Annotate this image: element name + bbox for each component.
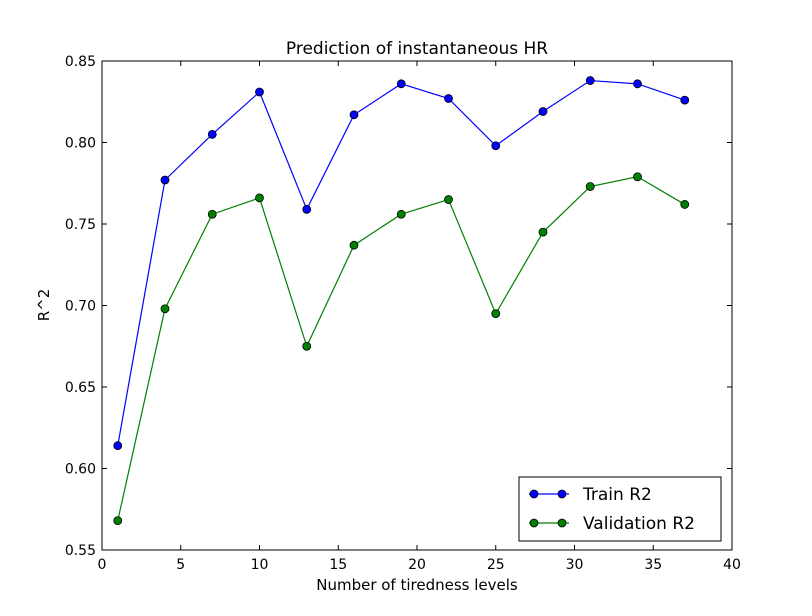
series-2-point-4 bbox=[255, 193, 264, 203]
series-1-point-3 bbox=[207, 129, 217, 139]
series-2-point-10 bbox=[538, 227, 548, 237]
series-2-point-13 bbox=[680, 200, 690, 209]
chart-title: Prediction of instantaneous HR bbox=[286, 39, 548, 59]
y-tick-label: 0.55 bbox=[65, 543, 96, 559]
legend-label-1: Train R2 bbox=[582, 485, 652, 505]
series-1-point-4 bbox=[255, 87, 264, 97]
x-tick-label: 15 bbox=[329, 557, 347, 573]
legend-marker-2 bbox=[529, 518, 539, 528]
x-tick-label: 25 bbox=[487, 557, 505, 573]
x-tick-label: 5 bbox=[176, 557, 185, 573]
series-2-point-9 bbox=[491, 309, 501, 319]
legend-label-2: Validation R2 bbox=[583, 514, 695, 534]
series-1-point-8 bbox=[444, 94, 453, 103]
y-tick-label: 0.85 bbox=[65, 54, 96, 70]
series-2-point-3 bbox=[207, 209, 217, 219]
series-line-2 bbox=[117, 176, 686, 521]
legend-box bbox=[518, 476, 722, 542]
x-tick-label: 10 bbox=[251, 557, 269, 573]
plot-area: 0 5 10 15 20 25 30 35 40 0.55 0.60 0.65 0.70 0.75 0.80… bbox=[65, 54, 741, 573]
series-1-point-2 bbox=[160, 175, 170, 185]
y-tick-label: 0.60 bbox=[65, 462, 96, 478]
series-1-point-13 bbox=[680, 95, 690, 105]
legend-marker-1 bbox=[557, 489, 567, 499]
y-tick-label: 0.65 bbox=[65, 380, 96, 396]
legend: Train R2 Validation R2 bbox=[518, 476, 722, 542]
y-tick-label: 0.80 bbox=[65, 136, 96, 152]
y-tick-label: 0.70 bbox=[65, 299, 96, 315]
y-axis-label: R^2 bbox=[35, 289, 53, 322]
series-1-point-7 bbox=[396, 79, 406, 89]
series-1-point-12 bbox=[633, 79, 642, 89]
x-tick-label: 30 bbox=[566, 557, 584, 573]
series-1-point-5 bbox=[302, 204, 312, 214]
series-2-point-1 bbox=[113, 516, 123, 526]
x-tick-label: 0 bbox=[98, 557, 107, 573]
series-1-point-11 bbox=[585, 76, 595, 85]
legend-marker-2 bbox=[557, 518, 567, 528]
series-1-point-9 bbox=[491, 141, 501, 151]
x-axis-label: Number of tiredness levels bbox=[316, 576, 518, 594]
series-2-point-8 bbox=[444, 195, 453, 204]
series-1-point-10 bbox=[538, 107, 548, 116]
series-line-1 bbox=[117, 79, 685, 446]
series-2-point-2 bbox=[160, 304, 170, 314]
x-tick-label: 35 bbox=[644, 557, 662, 573]
y-tick-label: 0.75 bbox=[65, 217, 96, 233]
series-1-point-6 bbox=[349, 110, 359, 120]
series-2-point-5 bbox=[302, 341, 312, 351]
series-2-point-6 bbox=[349, 240, 359, 250]
series-2-point-7 bbox=[396, 209, 406, 219]
x-tick-label: 20 bbox=[408, 557, 426, 573]
series-1-point-1 bbox=[113, 441, 123, 451]
series-2-point-12 bbox=[633, 172, 642, 182]
x-tick-label: 40 bbox=[723, 557, 741, 573]
series-2-point-11 bbox=[585, 182, 595, 191]
legend-marker-1 bbox=[529, 489, 539, 499]
